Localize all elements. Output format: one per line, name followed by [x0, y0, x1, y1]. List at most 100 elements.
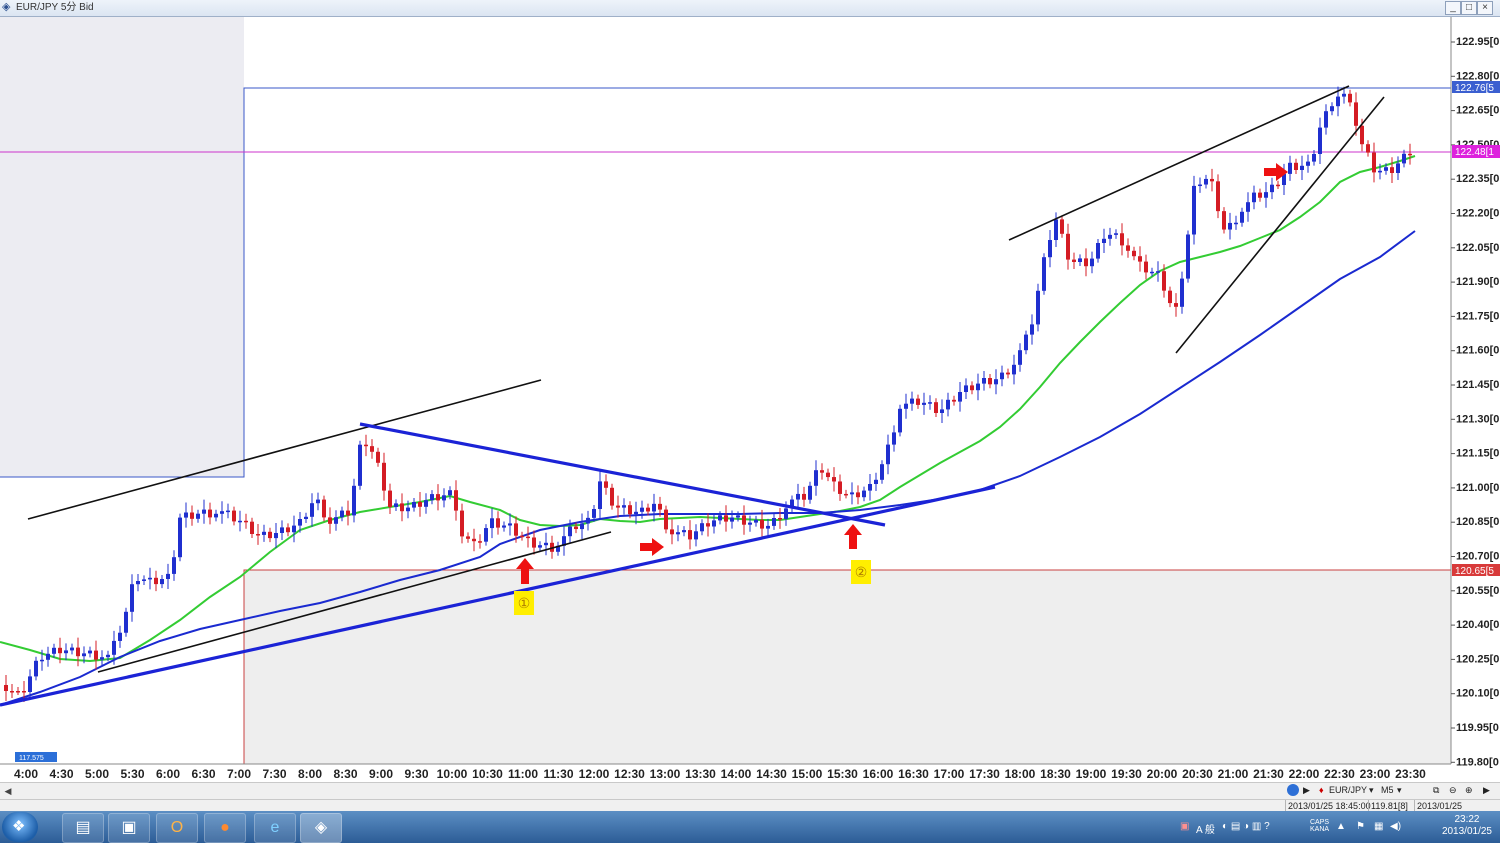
- lower-level-badge: [1452, 564, 1500, 576]
- nav-right-arrow-icon[interactable]: ▶: [1303, 785, 1310, 795]
- upper-level-badge: [1452, 81, 1500, 93]
- candle-body: [328, 517, 332, 524]
- close-button[interactable]: ×: [1477, 1, 1493, 15]
- candle-body: [1138, 256, 1142, 262]
- price-label: 120.85[0: [1456, 516, 1499, 528]
- candle-body: [964, 385, 968, 392]
- candle-body: [694, 531, 698, 540]
- candle-body: [1018, 350, 1022, 365]
- candle-body: [262, 531, 266, 535]
- price-label: 121.60[0: [1456, 345, 1499, 357]
- candle-body: [322, 499, 326, 518]
- candle-body: [280, 527, 284, 533]
- chart-scrollbar[interactable]: ◀: [0, 782, 1500, 800]
- candle-body: [400, 503, 404, 512]
- firefox-app-button[interactable]: ●: [204, 813, 246, 843]
- candle-body: [118, 632, 122, 641]
- candle-body: [1216, 181, 1220, 212]
- black-trendline-lower-left: [97, 531, 612, 673]
- time-label: 6:00: [156, 767, 180, 781]
- tray-expand-icon[interactable]: ▲: [1336, 821, 1346, 832]
- trading-app-icon: ◈: [314, 819, 328, 836]
- candle-body: [16, 691, 20, 693]
- price-chart[interactable]: 122.95[0 122.80[0 122.65[0 122.50[0 122.35[0…: [0, 17, 1500, 782]
- time-label: 22:00: [1289, 767, 1320, 781]
- ie-app-button[interactable]: e: [254, 813, 296, 843]
- candle-body: [622, 505, 626, 508]
- time-label: 7:30: [262, 767, 286, 781]
- candle-body: [220, 511, 224, 514]
- price-label: 120.25[0: [1456, 653, 1499, 665]
- upper-level-badge-text: 122.76[5: [1455, 83, 1494, 94]
- candle-body: [1036, 290, 1040, 325]
- candle-body: [364, 444, 368, 447]
- scroll-left-arrow-icon[interactable]: ◀: [4, 786, 12, 796]
- candle-body: [472, 538, 476, 542]
- candle-body: [1366, 144, 1370, 153]
- candle-body: [1222, 211, 1226, 230]
- explorer-app-button[interactable]: ▣: [108, 813, 150, 843]
- candle-body: [526, 536, 530, 539]
- candle-body: [1264, 192, 1268, 198]
- clock-time: 23:22: [1454, 814, 1480, 825]
- time-label: 18:00: [1005, 767, 1036, 781]
- globe-icon[interactable]: [1287, 784, 1299, 796]
- time-label: 12:30: [614, 767, 645, 781]
- start-button[interactable]: ❖: [2, 812, 38, 842]
- scroll-end-icon[interactable]: ▶: [1483, 785, 1490, 795]
- candle-body: [70, 647, 74, 651]
- trading-app-button[interactable]: ◈: [300, 813, 342, 843]
- timeframe-dropdown-icon[interactable]: ▾: [1397, 785, 1402, 795]
- symbol-pin-icon: ♦: [1319, 785, 1324, 795]
- chart-canvas[interactable]: 122.95[0122.80[0122.65[0122.50[0122.35[0…: [0, 17, 1500, 782]
- candle-body: [484, 528, 488, 542]
- tray-security-icon[interactable]: ▣: [1180, 821, 1190, 832]
- symbol-select[interactable]: EUR/JPY: [1329, 785, 1368, 795]
- outlook-app-button[interactable]: O: [156, 813, 198, 843]
- minimize-button[interactable]: _: [1445, 1, 1461, 15]
- bottom-marker-text: 117.575: [19, 755, 44, 762]
- maximize-button[interactable]: □: [1461, 1, 1477, 15]
- flag-icon[interactable]: ⚑: [1356, 821, 1365, 832]
- candle-body: [388, 490, 392, 507]
- price-label: 120.40[0: [1456, 619, 1499, 631]
- candle-body: [874, 479, 878, 484]
- volume-icon[interactable]: ◀): [1390, 821, 1402, 832]
- candle-body: [754, 519, 758, 523]
- candle-body: [196, 513, 200, 519]
- candle-body: [808, 485, 812, 500]
- time-label: 5:00: [85, 767, 109, 781]
- price-label: 120.55[0: [1456, 585, 1499, 597]
- symbol-dropdown-icon[interactable]: ▾: [1369, 785, 1374, 795]
- timeframe-select[interactable]: M5: [1381, 785, 1394, 795]
- tray-clock[interactable]: 23:22 2013/01/25: [1442, 814, 1492, 838]
- candle-body: [448, 490, 452, 496]
- candle-body: [700, 523, 704, 532]
- price-label: 120.10[0: [1456, 688, 1499, 700]
- candle-body: [544, 542, 548, 546]
- candle-body: [856, 492, 860, 498]
- ime-indicator[interactable]: A 般: [1196, 825, 1215, 836]
- candle-body: [1342, 93, 1346, 97]
- copy-icon[interactable]: ⧉: [1433, 785, 1440, 795]
- zoom-in-icon[interactable]: ⊕: [1465, 785, 1473, 795]
- candle-body: [298, 519, 302, 526]
- candle-body: [730, 517, 734, 522]
- tray-ime-tools-icon[interactable]: ◐ ▤ ◑ ▥ ?: [1222, 821, 1270, 832]
- folder-icon: ▤: [75, 819, 91, 836]
- time-label: 21:00: [1218, 767, 1249, 781]
- candle-body: [256, 534, 260, 536]
- candle-body: [826, 472, 830, 478]
- black-channel-upper: [1008, 85, 1350, 241]
- time-label: 16:00: [863, 767, 894, 781]
- folder-app-button[interactable]: ▤: [62, 813, 104, 843]
- window-titlebar: ◈ EUR/JPY 5分 Bid _ □ ×: [0, 0, 1500, 17]
- candle-body: [1282, 173, 1286, 185]
- candle-body: [370, 446, 374, 452]
- long-moving-average: [0, 230, 1416, 706]
- time-label: 17:00: [934, 767, 965, 781]
- candle-body: [10, 691, 14, 693]
- blue-support-trendline: [0, 485, 996, 707]
- zoom-out-icon[interactable]: ⊖: [1449, 785, 1457, 795]
- network-icon[interactable]: ▦: [1374, 821, 1384, 832]
